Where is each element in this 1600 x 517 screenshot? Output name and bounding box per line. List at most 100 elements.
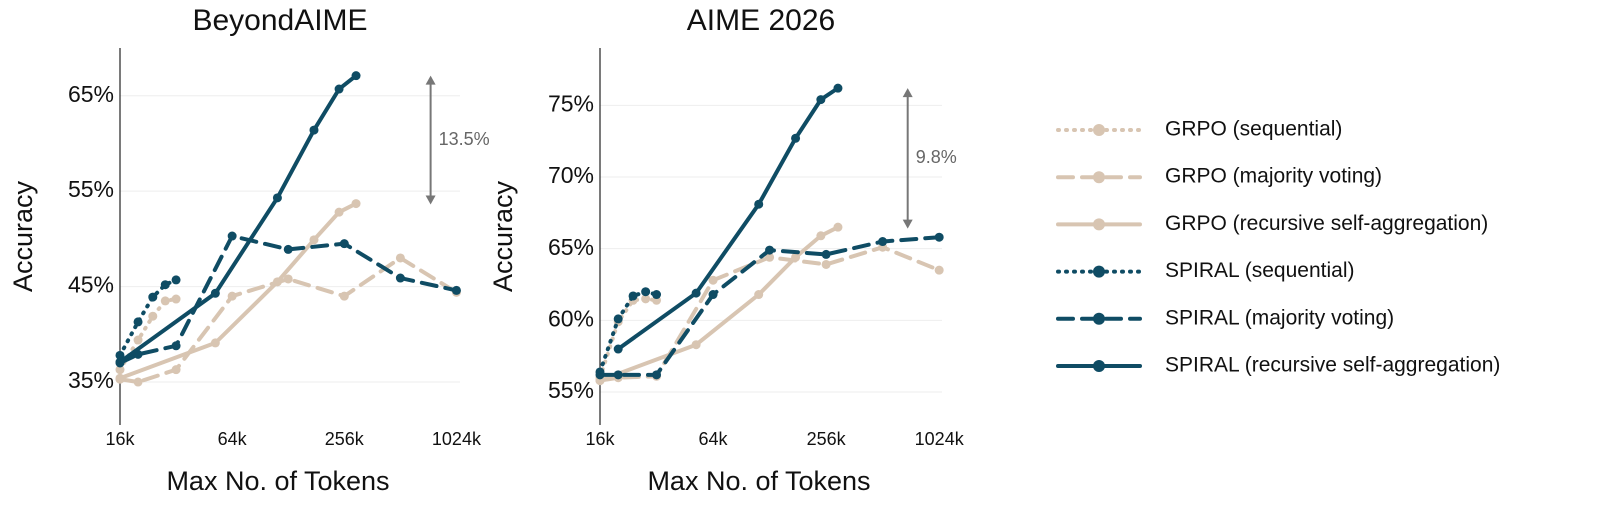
- y-tick-label: 60%: [548, 305, 594, 331]
- marker: [160, 280, 170, 290]
- marker: [171, 275, 181, 285]
- marker: [613, 370, 623, 380]
- legend: GRPO (sequential) GRPO (majority voting) G…: [1056, 118, 1500, 377]
- marker: [309, 125, 319, 135]
- annotation-label: 9.8%: [916, 147, 957, 167]
- marker: [351, 71, 361, 81]
- series-line: [598, 235, 942, 377]
- marker: [791, 133, 801, 143]
- marker: [272, 193, 282, 203]
- x-tick-label: 256k: [325, 429, 365, 449]
- x-tick-label: 1024k: [915, 429, 965, 449]
- arrow-head: [425, 75, 436, 85]
- y-tick-label: 55%: [548, 377, 594, 403]
- series-line: [598, 296, 659, 380]
- marker: [339, 239, 349, 249]
- y-tick-label: 45%: [68, 272, 114, 298]
- legend-label: GRPO (majority voting): [1165, 165, 1382, 188]
- marker: [691, 340, 701, 350]
- marker: [652, 290, 662, 300]
- legend-label: SPIRAL (majority voting): [1165, 306, 1394, 329]
- x-axis-label: Max No. of Tokens: [166, 466, 389, 496]
- y-axis-label: Accuracy: [488, 180, 518, 292]
- marker: [160, 296, 170, 306]
- legend-marker: [1093, 265, 1105, 278]
- legend-marker: [1093, 312, 1105, 325]
- legend-label: GRPO (recursive self-aggregation): [1165, 212, 1488, 235]
- marker: [708, 275, 718, 285]
- legend-label: SPIRAL (recursive self-aggregation): [1165, 354, 1500, 377]
- y-tick-label: 65%: [68, 81, 114, 107]
- marker: [816, 231, 826, 241]
- x-tick-label: 256k: [807, 429, 847, 449]
- marker: [133, 377, 143, 387]
- marker: [309, 235, 319, 245]
- chart-title: AIME 2026: [687, 4, 835, 37]
- marker: [351, 199, 361, 209]
- marker: [878, 237, 888, 247]
- subplot: AIME 2026 55% 60% 65% 70% 75% 16k 64k 256k 1024k A…: [488, 4, 965, 496]
- marker: [628, 291, 638, 301]
- series-line: [118, 255, 459, 385]
- marker: [115, 357, 125, 367]
- marker: [765, 245, 775, 255]
- marker: [171, 365, 181, 375]
- y-tick-label: 35%: [68, 367, 114, 393]
- subplot: BeyondAIME 35% 45% 55% 65% 16k 64k 256k 1024k Acc…: [8, 4, 490, 496]
- marker: [133, 335, 143, 345]
- marker: [210, 338, 220, 348]
- marker: [754, 290, 764, 300]
- series-line: [118, 233, 459, 365]
- legend-label: GRPO (sequential): [1165, 118, 1342, 141]
- legend-marker: [1093, 360, 1105, 372]
- x-tick-label: 64k: [699, 429, 729, 449]
- marker: [272, 277, 282, 287]
- marker: [115, 350, 125, 360]
- arrow-head: [425, 195, 436, 205]
- marker: [821, 259, 831, 269]
- x-tick-label: 1024k: [432, 429, 482, 449]
- marker: [283, 274, 293, 284]
- marker: [148, 292, 158, 302]
- marker: [821, 249, 831, 259]
- marker: [334, 207, 344, 217]
- marker: [708, 290, 718, 300]
- marker: [613, 344, 623, 354]
- marker: [652, 370, 662, 380]
- marker: [613, 314, 623, 324]
- marker: [641, 294, 651, 304]
- marker: [641, 287, 651, 297]
- marker: [210, 288, 220, 298]
- y-axis-label: Accuracy: [8, 180, 38, 292]
- marker: [171, 294, 181, 304]
- legend-label: SPIRAL (sequential): [1165, 259, 1354, 282]
- legend-marker: [1093, 124, 1105, 136]
- marker: [765, 252, 775, 262]
- series-line: [598, 245, 942, 383]
- marker: [934, 232, 944, 242]
- x-axis-label: Max No. of Tokens: [647, 466, 870, 496]
- marker: [227, 231, 237, 241]
- marker: [395, 253, 405, 263]
- marker: [754, 199, 764, 209]
- marker: [791, 252, 801, 262]
- arrow-head: [902, 88, 913, 98]
- marker: [227, 291, 237, 301]
- marker: [691, 288, 701, 298]
- y-tick-label: 75%: [548, 90, 594, 116]
- marker: [148, 311, 158, 321]
- annotation-label: 13.5%: [439, 129, 490, 149]
- marker: [395, 273, 405, 283]
- marker: [833, 83, 843, 93]
- marker: [115, 365, 125, 375]
- marker: [595, 370, 605, 380]
- legend-marker: [1093, 171, 1105, 184]
- chart-title: BeyondAIME: [192, 4, 367, 37]
- x-tick-label: 16k: [585, 429, 615, 449]
- y-tick-label: 65%: [548, 234, 594, 260]
- series-line: [598, 289, 659, 374]
- marker: [339, 291, 349, 301]
- marker: [451, 285, 461, 295]
- marker: [171, 341, 181, 351]
